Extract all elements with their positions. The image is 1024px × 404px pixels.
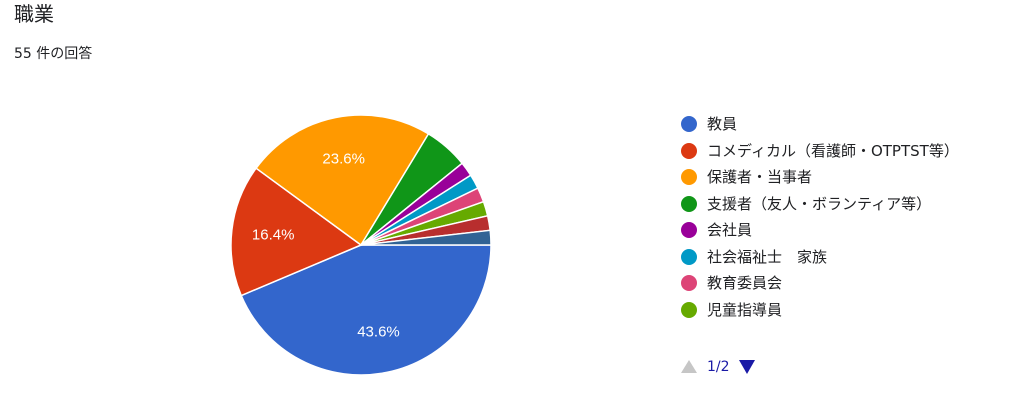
- triangle-down-icon[interactable]: [739, 360, 755, 374]
- page-title: 職業: [14, 2, 54, 26]
- legend-swatch: [681, 301, 697, 318]
- pie-slice[interactable]: [230, 167, 363, 297]
- pager-text: 1/2: [707, 359, 730, 375]
- legend-label: 児童指導員: [707, 300, 783, 319]
- legend-label: 会社員: [707, 221, 753, 239]
- legend-swatch: [681, 195, 697, 212]
- legend-swatch: [681, 222, 697, 238]
- legend-swatch: [681, 142, 697, 159]
- slice-label: 16.4%: [252, 227, 295, 244]
- legend-swatch: [681, 248, 697, 265]
- legend-label: 社会福祉士 家族: [707, 247, 828, 266]
- pie-slice[interactable]: [360, 229, 492, 246]
- legend-swatch: [681, 116, 697, 132]
- legend-swatch: [681, 275, 697, 291]
- pie-slice[interactable]: [255, 114, 430, 247]
- response-count: 55 件の回答: [14, 46, 93, 62]
- triangle-up-icon: [681, 360, 697, 373]
- legend-label: コメディカル（看護師・OTPTST等）: [707, 141, 959, 160]
- legend-label: 教育委員会: [707, 274, 783, 292]
- slice-label: 23.6%: [322, 150, 365, 167]
- pie-slice[interactable]: [240, 244, 492, 376]
- slice-label: 43.6%: [357, 324, 400, 341]
- legend-label: 保護者・当事者: [707, 168, 813, 186]
- legend-swatch: [681, 169, 697, 185]
- legend-label: 教員: [707, 115, 738, 133]
- legend-label: 支援者（友人・ボランティア等）: [707, 194, 932, 213]
